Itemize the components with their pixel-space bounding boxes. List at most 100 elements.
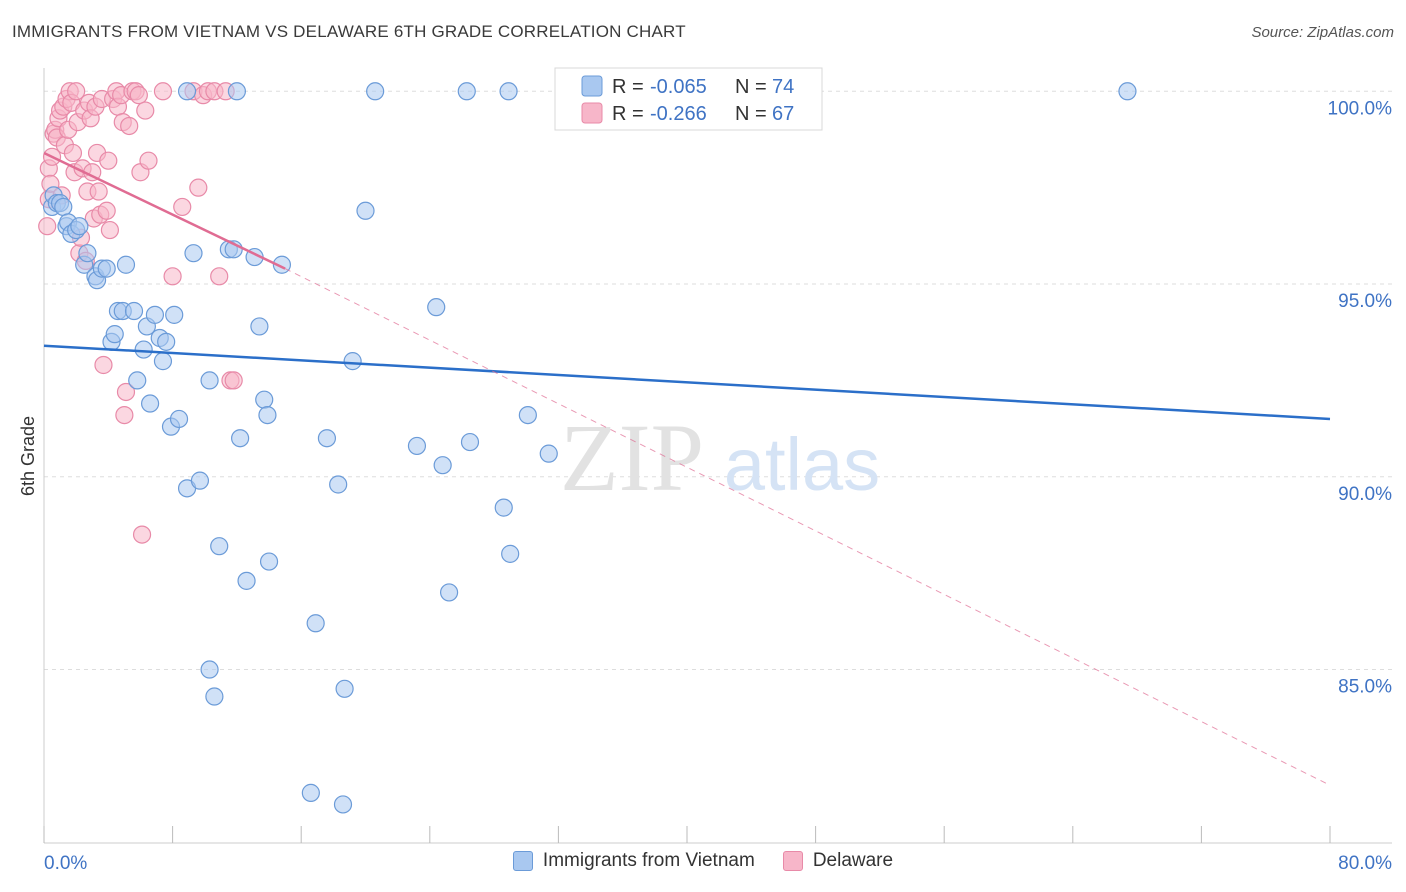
vietnam-point <box>140 394 160 413</box>
vietnam-point <box>501 544 520 563</box>
vietnam-point <box>190 471 210 490</box>
vietnam-point <box>539 444 558 463</box>
legend-n-value-delaware: 67 <box>772 103 794 125</box>
vietnam-point <box>433 456 452 475</box>
delaware-point <box>136 101 155 120</box>
y-tick-label: 85.0% <box>1338 677 1392 698</box>
legend-n-label-vietnam: N = <box>735 76 767 98</box>
y-tick-label: 90.0% <box>1338 484 1392 505</box>
delaware-point <box>139 151 158 170</box>
vietnam-point <box>134 340 153 359</box>
delaware-trend-line <box>43 151 286 270</box>
vietnam-point <box>153 352 173 371</box>
vietnam-point <box>78 244 97 263</box>
delaware-point <box>67 82 86 101</box>
vietnam-point <box>356 201 375 220</box>
delaware-point <box>94 355 113 375</box>
vietnam-point <box>97 259 116 278</box>
delaware-point <box>38 217 57 236</box>
legend-r-value-delaware: -0.266 <box>650 103 707 125</box>
vietnam-point <box>317 429 337 448</box>
delaware-point <box>132 525 152 544</box>
y-axis-label: 6th Grade <box>18 416 38 496</box>
vietnam-point <box>427 298 446 317</box>
trend-lines <box>43 151 1331 786</box>
vietnam-trend-line <box>43 344 1331 421</box>
delaware-point <box>189 178 208 197</box>
series-name-vietnam: Immigrants from Vietnam <box>542 850 755 871</box>
vietnam-point <box>518 405 537 425</box>
y-tick-label: 100.0% <box>1328 98 1393 119</box>
vietnam-point <box>200 660 219 679</box>
vietnam-point <box>165 305 184 324</box>
vietnam-point <box>124 301 144 321</box>
vietnam-point <box>460 432 480 452</box>
vietnam-point <box>70 217 89 236</box>
x-tick-label: 0.0% <box>44 853 87 874</box>
stats-legend: R = -0.065 N = 74 R = -0.266 N = 67 <box>554 67 823 131</box>
legend-swatch-delaware <box>581 102 603 124</box>
gridlines <box>44 90 1392 671</box>
vietnam-points <box>42 82 1137 814</box>
delaware-point <box>97 201 116 220</box>
vietnam-point <box>499 82 518 101</box>
vietnam-point <box>128 371 147 390</box>
legend-swatch-vietnam <box>581 75 603 97</box>
delaware-points <box>38 82 243 544</box>
watermark: ZIP atlas <box>560 404 880 511</box>
delaware-point <box>116 382 136 402</box>
legend-n-value-vietnam: 74 <box>772 76 794 98</box>
vietnam-point <box>231 429 250 448</box>
vietnam-point <box>184 244 203 263</box>
x-tick-label: 80.0% <box>1338 853 1392 874</box>
series-name-delaware: Delaware <box>812 850 894 871</box>
vietnam-point <box>54 197 73 217</box>
delaware-trend-extension <box>284 268 1331 786</box>
vietnam-point <box>407 436 427 456</box>
vietnam-point <box>157 332 176 351</box>
series-legend-vietnam: Immigrants from Vietnam <box>512 850 755 872</box>
vietnam-point <box>237 571 256 590</box>
series-swatch-delaware <box>782 851 803 871</box>
vietnam-point <box>200 371 219 390</box>
vietnam-point <box>494 498 513 517</box>
delaware-point <box>153 82 173 101</box>
vietnam-point <box>227 82 246 101</box>
delaware-point <box>63 143 83 163</box>
vietnam-point <box>306 614 325 633</box>
vietnam-point <box>258 405 277 425</box>
vietnam-point <box>335 679 354 698</box>
legend-r-label-delaware: R = <box>612 103 644 125</box>
legend-r-label-vietnam: R = <box>612 76 644 98</box>
vietnam-point <box>177 82 197 101</box>
watermark-atlas: atlas <box>724 423 880 506</box>
vietnam-point <box>169 409 189 429</box>
delaware-point <box>129 86 148 105</box>
vietnam-point <box>205 687 224 706</box>
delaware-point <box>224 371 243 390</box>
vietnam-point <box>329 475 348 494</box>
delaware-point <box>99 151 118 170</box>
axes <box>43 68 1392 844</box>
vietnam-point <box>333 795 353 814</box>
y-tick-label: 95.0% <box>1338 291 1392 312</box>
vietnam-point <box>301 783 320 802</box>
legend-n-label-delaware: N = <box>735 103 767 125</box>
series-legend-delaware: Delaware <box>782 850 894 872</box>
delaware-point <box>89 182 108 201</box>
vietnam-point <box>255 390 274 409</box>
vietnam-point <box>1118 82 1137 101</box>
vietnam-point <box>343 352 362 371</box>
delaware-point <box>210 267 229 286</box>
delaware-point <box>115 405 134 425</box>
legend-r-value-vietnam: -0.065 <box>650 76 707 98</box>
source-label: Source: ZipAtlas.com <box>1251 24 1394 41</box>
series-swatch-vietnam <box>512 851 533 871</box>
delaware-point <box>120 116 139 136</box>
y-tick-labels: 85.0% 90.0% 95.0% 100.0% <box>1328 98 1393 697</box>
vietnam-point <box>457 82 476 101</box>
vietnam-point <box>105 325 124 344</box>
delaware-point <box>173 197 192 217</box>
delaware-point <box>100 220 120 240</box>
